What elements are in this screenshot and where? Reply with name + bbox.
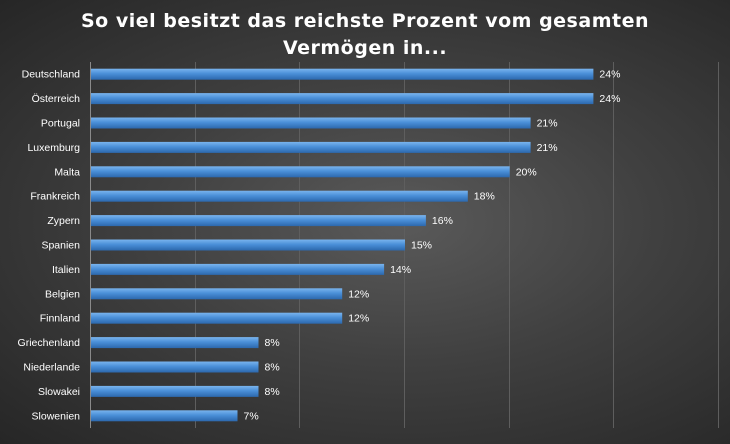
- value-label-9: 12%: [348, 288, 369, 300]
- category-label-12: Niederlande: [23, 362, 80, 374]
- value-label-4: 20%: [516, 166, 537, 178]
- bar-10: [91, 312, 343, 324]
- category-label-8: Italien: [52, 264, 80, 276]
- bars: [91, 68, 594, 422]
- category-label-14: Slowenien: [32, 410, 81, 422]
- category-label-9: Belgien: [45, 288, 80, 300]
- value-label-0: 24%: [599, 69, 620, 81]
- value-label-8: 14%: [390, 264, 411, 276]
- category-label-0: Deutschland: [22, 69, 81, 81]
- value-label-11: 8%: [265, 337, 280, 349]
- category-label-1: Österreich: [32, 93, 81, 105]
- category-label-3: Luxemburg: [27, 142, 80, 154]
- bar-1: [91, 93, 594, 105]
- value-label-7: 15%: [411, 240, 432, 252]
- bar-4: [91, 166, 510, 178]
- value-label-2: 21%: [537, 118, 558, 130]
- value-label-3: 21%: [537, 142, 558, 154]
- value-label-13: 8%: [265, 386, 280, 398]
- bar-5: [91, 190, 468, 202]
- value-label-5: 18%: [474, 191, 495, 203]
- value-label-6: 16%: [432, 215, 453, 227]
- category-label-13: Slowakei: [38, 386, 80, 398]
- bar-3: [91, 141, 531, 153]
- value-label-12: 8%: [265, 362, 280, 374]
- bar-6: [91, 215, 426, 227]
- category-label-11: Griechenland: [18, 337, 81, 349]
- bar-0: [91, 68, 594, 80]
- category-label-5: Frankreich: [30, 191, 80, 203]
- value-label-1: 24%: [599, 93, 620, 105]
- labels: Deutschland 24% Österreich 24% Portugal 21% Lu…: [18, 69, 621, 423]
- bar-2: [91, 117, 531, 129]
- value-label-14: 7%: [244, 410, 259, 422]
- category-label-10: Finnland: [40, 313, 80, 325]
- category-label-4: Malta: [54, 166, 80, 178]
- bar-12: [91, 361, 259, 373]
- chart-title-line-2: Vermögen in...: [282, 37, 448, 59]
- chart-title: So viel besitzt das reichste Prozent vom…: [0, 8, 730, 62]
- bar-14: [91, 410, 238, 422]
- bar-8: [91, 263, 385, 275]
- category-label-2: Portugal: [41, 118, 80, 130]
- value-label-10: 12%: [348, 313, 369, 325]
- bar-11: [91, 337, 259, 349]
- category-label-7: Spanien: [41, 240, 80, 252]
- chart-title-line-1: So viel besitzt das reichste Prozent vom…: [81, 10, 649, 32]
- bar-7: [91, 239, 405, 251]
- category-label-6: Zypern: [47, 215, 80, 227]
- bar-9: [91, 288, 343, 300]
- bar-13: [91, 385, 259, 397]
